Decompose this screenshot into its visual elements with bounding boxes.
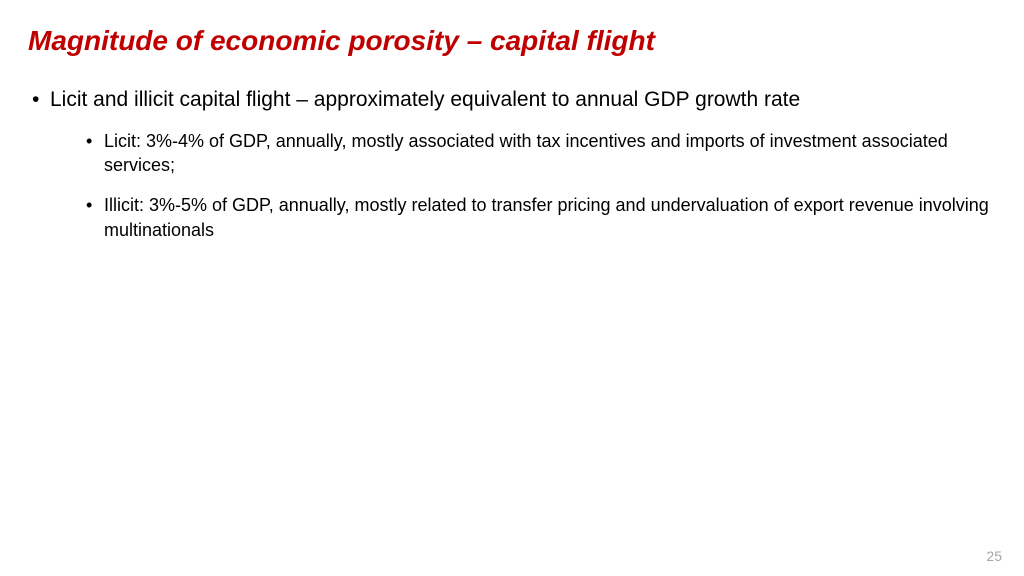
bullet-list-level1: Licit and illicit capital flight – appro… bbox=[28, 86, 996, 242]
bullet-list-level2: Licit: 3%-4% of GDP, annually, mostly as… bbox=[50, 129, 996, 242]
bullet-text-l1: Licit and illicit capital flight – appro… bbox=[50, 88, 800, 111]
slide: Magnitude of economic porosity – capital… bbox=[0, 0, 1024, 576]
bullet-text-l2: Licit: 3%-4% of GDP, annually, mostly as… bbox=[104, 131, 948, 175]
list-item: Illicit: 3%-5% of GDP, annually, mostly … bbox=[50, 193, 996, 242]
slide-title: Magnitude of economic porosity – capital… bbox=[28, 24, 996, 58]
list-item: Licit and illicit capital flight – appro… bbox=[28, 86, 996, 242]
page-number: 25 bbox=[986, 548, 1002, 564]
bullet-text-l2: Illicit: 3%-5% of GDP, annually, mostly … bbox=[104, 195, 989, 239]
list-item: Licit: 3%-4% of GDP, annually, mostly as… bbox=[50, 129, 996, 178]
